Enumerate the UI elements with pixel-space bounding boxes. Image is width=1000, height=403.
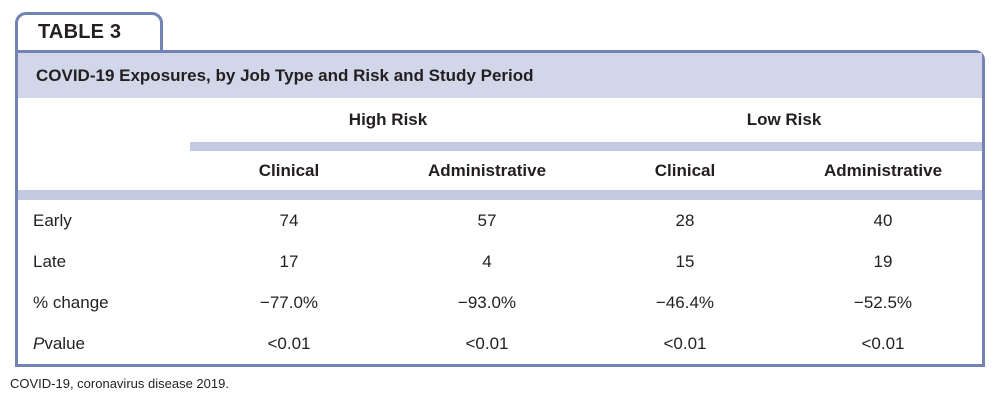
table-title: COVID-19 Exposures, by Job Type and Risk… (36, 65, 534, 85)
row-label-percent-change: % change (33, 292, 109, 312)
table-cell: 17 (279, 251, 299, 271)
table-cell: <0.01 (861, 333, 905, 353)
table-body: Early 74 57 28 40 Late 17 4 15 19 % chan… (18, 200, 982, 364)
row-label-p-value: P value (18, 323, 190, 364)
subheader-high-clinical: Clinical (258, 160, 320, 180)
table-cell: −52.5% (853, 292, 913, 312)
table-title-bar: COVID-19 Exposures, by Job Type and Risk… (18, 53, 982, 98)
table-cell: 4 (482, 251, 492, 271)
table-cell: −46.4% (655, 292, 715, 312)
table-card: COVID-19 Exposures, by Job Type and Risk… (15, 50, 985, 367)
row-label-early: Early (33, 210, 72, 230)
table-cell: 15 (675, 251, 695, 271)
row-label-late: Late (33, 251, 67, 271)
table-header: High Risk Low Risk Clinical Administrati… (18, 98, 982, 190)
subheader-low-administrative: Administrative (823, 160, 943, 180)
table-cell: <0.01 (465, 333, 509, 353)
table-cell: 40 (873, 210, 893, 230)
table-cell: −77.0% (259, 292, 319, 312)
table-number-label: TABLE 3 (38, 21, 122, 43)
column-group-high-risk: High Risk (348, 110, 428, 129)
column-group-low-risk: Low Risk (746, 110, 822, 129)
table-cell: <0.01 (267, 333, 311, 353)
table-cell: 19 (873, 251, 893, 271)
subheader-low-clinical: Clinical (654, 160, 716, 180)
table-number-tab: TABLE 3 (15, 12, 163, 50)
table-cell: <0.01 (663, 333, 707, 353)
p-value-rest: value (44, 333, 85, 353)
table-cell: 74 (279, 210, 299, 230)
header-separator-band (18, 190, 982, 200)
table-cell: 28 (675, 210, 695, 230)
column-group-underline-bar (190, 142, 982, 151)
table-cell: −93.0% (457, 292, 517, 312)
p-value-italic-p: P (33, 333, 45, 353)
table-footnote: COVID-19, coronavirus disease 2019. (10, 376, 229, 391)
table-cell: 57 (477, 210, 497, 230)
subheader-high-administrative: Administrative (427, 160, 547, 180)
